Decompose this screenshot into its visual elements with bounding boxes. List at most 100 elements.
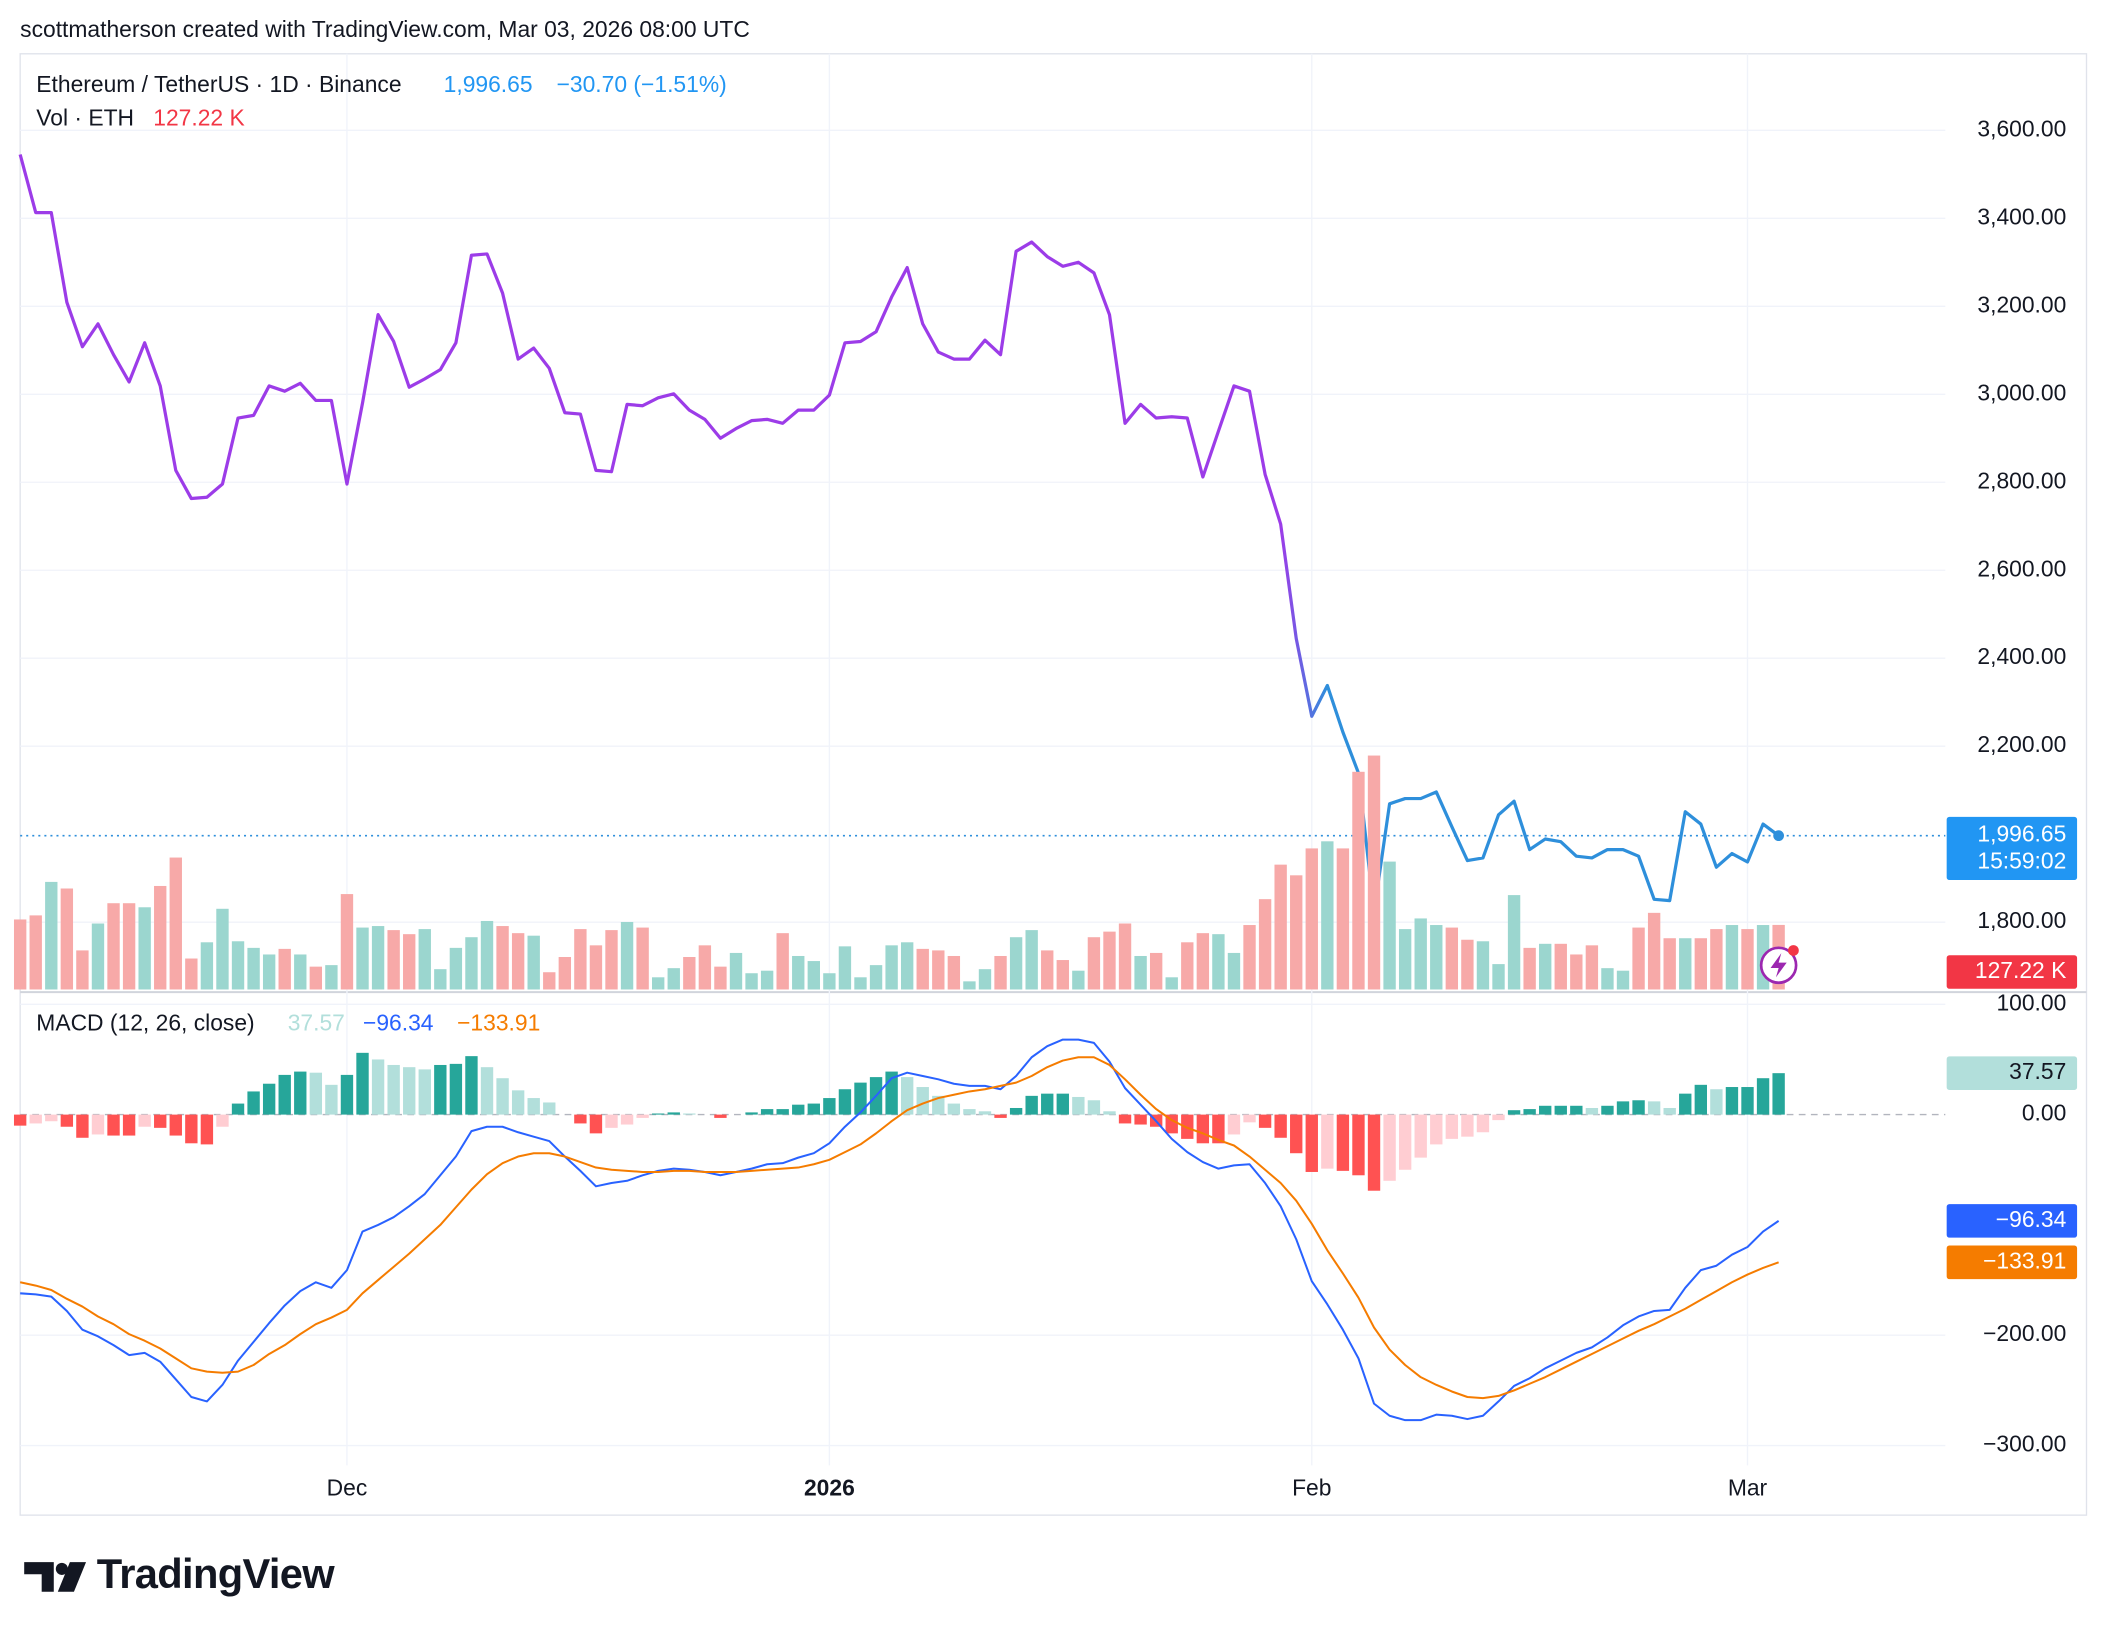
macd-line xyxy=(20,1038,1780,1422)
volume-bar xyxy=(1290,875,1303,990)
histogram-bar xyxy=(1414,1114,1427,1158)
histogram-bar xyxy=(231,1103,245,1115)
price-countdown: 15:59:02 xyxy=(1977,848,2066,874)
volume-bar xyxy=(262,954,276,990)
volume-bar xyxy=(1352,771,1365,990)
volume-bar xyxy=(932,950,945,990)
histogram-bar xyxy=(900,1077,914,1115)
histogram-bar xyxy=(1647,1101,1661,1115)
histogram-bar xyxy=(371,1059,385,1115)
histogram-bar xyxy=(356,1052,369,1115)
histogram-bar xyxy=(278,1074,291,1115)
histogram-bar xyxy=(1212,1114,1225,1144)
x-tick-label: Dec xyxy=(327,1475,368,1501)
volume-bar xyxy=(1585,945,1599,990)
volume-bar xyxy=(605,930,618,990)
histogram-bar xyxy=(1772,1073,1785,1115)
histogram-bar xyxy=(823,1098,836,1115)
histogram-bar xyxy=(1072,1096,1085,1115)
histogram-bar xyxy=(667,1112,680,1115)
volume-bar xyxy=(1632,927,1645,990)
volume-bar xyxy=(1741,929,1754,990)
histogram-bar xyxy=(963,1109,976,1115)
y-tick-label: 3,200.00 xyxy=(1977,291,2066,317)
volume-bar xyxy=(1539,943,1552,990)
volume-bar xyxy=(760,970,774,990)
mark-layer xyxy=(13,154,1785,1422)
volume-bar xyxy=(994,955,1007,990)
histogram-bar xyxy=(1756,1078,1770,1115)
volume-bar xyxy=(185,958,198,990)
histogram-bar xyxy=(620,1114,634,1125)
y-tick-label: −300.00 xyxy=(1983,1431,2066,1457)
histogram-bar xyxy=(13,1114,27,1126)
histogram-bar xyxy=(1383,1114,1396,1181)
volume-bar xyxy=(403,934,416,990)
volume-bar xyxy=(1647,912,1661,990)
volume-bar xyxy=(1414,918,1427,990)
histogram-bar xyxy=(543,1102,556,1115)
volume-bar xyxy=(294,954,307,990)
histogram-bar xyxy=(1196,1114,1210,1144)
y-tick-label: 2,400.00 xyxy=(1977,643,2066,669)
histogram-bar xyxy=(76,1114,89,1138)
histogram-bar xyxy=(1461,1114,1474,1137)
volume-bar xyxy=(978,969,992,990)
volume-bar xyxy=(1492,964,1505,990)
volume-bar xyxy=(340,894,354,990)
histogram-last: 37.57 xyxy=(288,1009,345,1035)
histogram-bar xyxy=(1476,1114,1490,1133)
volume-bar xyxy=(1383,861,1396,990)
macd-tag: −96.34 xyxy=(1996,1206,2067,1232)
histogram-bar xyxy=(916,1087,929,1115)
histogram-bar xyxy=(1601,1105,1614,1115)
last-price-dot xyxy=(1773,830,1785,842)
histogram-bar xyxy=(792,1104,805,1115)
volume-bar xyxy=(916,948,929,990)
volume-bar xyxy=(1009,937,1023,990)
volume-bar xyxy=(465,937,478,990)
volume-bar xyxy=(776,933,789,990)
histogram-bar xyxy=(169,1114,182,1136)
histogram-bar xyxy=(1367,1114,1381,1191)
volume-bar xyxy=(309,966,323,990)
volume-bar xyxy=(807,961,820,990)
y-tick-label: 3,400.00 xyxy=(1977,203,2066,229)
histogram-bar xyxy=(138,1114,151,1127)
histogram-bar xyxy=(45,1114,58,1122)
volume-bar xyxy=(496,926,509,990)
histogram-bar xyxy=(1290,1114,1303,1154)
last-price: 1,996.65 xyxy=(444,71,533,97)
volume-bar xyxy=(1476,941,1490,990)
volume-bar xyxy=(231,941,245,990)
histogram-bar xyxy=(947,1103,961,1115)
histogram-bar xyxy=(1087,1100,1101,1115)
volume-bar xyxy=(1274,864,1287,990)
volume-bar xyxy=(91,923,105,990)
volume-bar xyxy=(963,981,976,990)
histogram-bar xyxy=(1274,1114,1287,1138)
logo-mark xyxy=(24,1562,54,1592)
y-tick-label: 3,600.00 xyxy=(1977,115,2066,141)
volume-bar xyxy=(356,927,369,990)
histogram-bar xyxy=(807,1103,820,1115)
volume-bar xyxy=(200,942,214,990)
volume-bar xyxy=(1056,960,1069,990)
histogram-bar xyxy=(1507,1110,1521,1115)
histogram-bar xyxy=(216,1114,229,1127)
histogram-bar xyxy=(1430,1114,1443,1145)
histogram-bar xyxy=(527,1098,540,1115)
y-tick-label: −200.00 xyxy=(1983,1320,2066,1346)
histogram-bar xyxy=(1679,1093,1692,1115)
volume-bar xyxy=(29,915,42,990)
histogram-bar xyxy=(1103,1111,1116,1115)
volume-bar xyxy=(1694,938,1708,990)
histogram-bar xyxy=(1632,1100,1645,1115)
volume-bar xyxy=(107,903,120,990)
x-tick-label: 2026 xyxy=(804,1475,855,1501)
volume-bar xyxy=(1243,925,1256,990)
volume-bar xyxy=(122,903,136,990)
volume-bar xyxy=(1554,943,1567,990)
symbol-title: Ethereum / TetherUS · 1D · Binance xyxy=(36,71,401,97)
